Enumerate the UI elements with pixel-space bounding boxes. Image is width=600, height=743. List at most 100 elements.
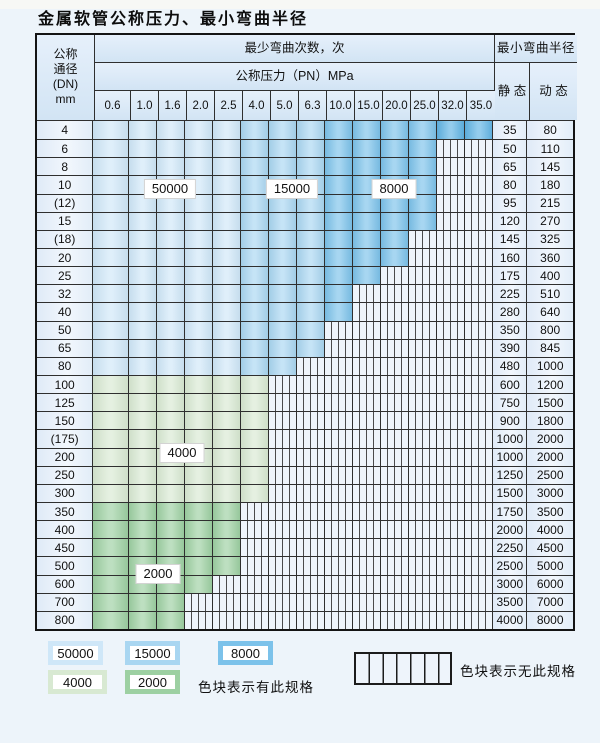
spec-unavailable-cell [465, 412, 494, 430]
static-radius-cell: 120 [492, 212, 527, 230]
pressure-band [92, 430, 494, 448]
dynamic-radius-cell: 360 [526, 248, 573, 267]
table-row-dn-175: (175) 1000 2000 [37, 429, 573, 448]
spec-available-cell [129, 430, 158, 448]
spec-unavailable-cell [297, 539, 326, 557]
spec-available-cell [381, 158, 410, 176]
spec-unavailable-cell [381, 539, 410, 557]
pressure-band [92, 303, 494, 321]
dn-cell: (12) [37, 194, 93, 212]
spec-available-cell [297, 321, 326, 339]
static-radius-cell: 3000 [492, 575, 527, 593]
cycle-count-label: 15000 [265, 179, 319, 199]
static-radius-cell: 80 [492, 176, 527, 194]
cycle-count-label: 8000 [371, 179, 417, 199]
spec-available-cell [241, 321, 270, 339]
spec-available-cell [213, 466, 242, 484]
spec-available-cell [213, 394, 242, 412]
dynamic-radius-cell: 1500 [526, 394, 573, 412]
spec-unavailable-cell [437, 430, 466, 448]
spec-available-cell [93, 611, 130, 629]
spec-unavailable-cell [241, 521, 270, 539]
spec-available-cell [129, 502, 158, 521]
static-radius-cell: 145 [492, 230, 527, 248]
spec-available-cell [213, 484, 242, 502]
spec-available-cell [241, 484, 270, 502]
spec-available-cell [241, 448, 270, 466]
spec-available-cell [213, 412, 242, 430]
spec-available-cell [129, 248, 158, 267]
spec-available-cell [381, 230, 410, 248]
spec-unavailable-cell [381, 303, 410, 321]
spec-unavailable-cell [353, 539, 382, 557]
spec-available-cell [185, 248, 214, 267]
spec-unavailable-cell [297, 430, 326, 448]
spec-available-cell [129, 375, 158, 394]
spec-unavailable-cell [409, 303, 438, 321]
pn-value-header: 10.0 [327, 91, 355, 120]
spec-unavailable-cell [465, 285, 494, 303]
dn-cell: 600 [37, 575, 93, 593]
spec-available-cell [129, 357, 158, 375]
spec-available-cell [297, 212, 326, 230]
spec-available-cell [381, 121, 410, 140]
top-page-strip [0, 0, 600, 9]
pn-value-header: 5.0 [271, 91, 299, 120]
pn-value-header: 25.0 [411, 91, 439, 120]
spec-unavailable-cell [269, 484, 298, 502]
spec-available-cell [157, 321, 186, 339]
spec-available-cell [129, 484, 158, 502]
spec-available-cell [157, 593, 186, 611]
spec-unavailable-cell [465, 466, 494, 484]
spec-available-cell [93, 539, 130, 557]
static-radius-cell: 1500 [492, 484, 527, 502]
static-radius-cell: 35 [492, 121, 527, 140]
spec-available-cell [241, 158, 270, 176]
spec-available-cell [465, 121, 494, 140]
pressure-band [92, 502, 494, 521]
dynamic-radius-cell: 7000 [526, 593, 573, 611]
spec-available-cell [93, 176, 130, 194]
spec-available-cell [269, 158, 298, 176]
spec-unavailable-cell [409, 285, 438, 303]
dn-cell: 20 [37, 248, 93, 267]
dynamic-radius-cell: 640 [526, 303, 573, 321]
table-row-dn-500: 500 2500 5000 [37, 556, 573, 575]
dynamic-radius-cell: 5000 [526, 557, 573, 575]
spec-unavailable-cell [437, 321, 466, 339]
dn-cell: 25 [37, 267, 93, 285]
spec-available-cell [93, 339, 130, 357]
spec-available-cell [409, 212, 438, 230]
spec-available-cell [241, 394, 270, 412]
spec-unavailable-cell [409, 339, 438, 357]
spec-unavailable-cell [325, 448, 354, 466]
dn-cell: 50 [37, 321, 93, 339]
spec-unavailable-cell [325, 412, 354, 430]
legend-has-spec-text: 色块表示有此规格 [198, 680, 314, 695]
spec-available-cell [269, 248, 298, 267]
spec-unavailable-cell [353, 430, 382, 448]
spec-unavailable-cell [213, 593, 242, 611]
table-row-dn-65: 65 390 845 [37, 338, 573, 357]
spec-available-cell [213, 321, 242, 339]
spec-unavailable-cell [465, 194, 494, 212]
spec-unavailable-cell [269, 575, 298, 593]
spec-unavailable-cell [465, 557, 494, 575]
spec-available-cell [269, 285, 298, 303]
dynamic-radius-cell: 845 [526, 339, 573, 357]
spec-available-cell [409, 140, 438, 158]
dn-cell: 100 [37, 375, 93, 394]
spec-unavailable-cell [353, 412, 382, 430]
spec-unavailable-cell [409, 230, 438, 248]
spec-unavailable-cell [241, 575, 270, 593]
spec-unavailable-cell [409, 521, 438, 539]
spec-unavailable-cell [325, 394, 354, 412]
spec-unavailable-cell [381, 412, 410, 430]
spec-unavailable-cell [381, 593, 410, 611]
spec-unavailable-cell [409, 375, 438, 394]
spec-available-cell [269, 267, 298, 285]
table-row-dn-15: 15 120 270 [37, 211, 573, 230]
dynamic-radius-cell: 2500 [526, 466, 573, 484]
spec-unavailable-cell [353, 285, 382, 303]
spec-available-cell [185, 267, 214, 285]
